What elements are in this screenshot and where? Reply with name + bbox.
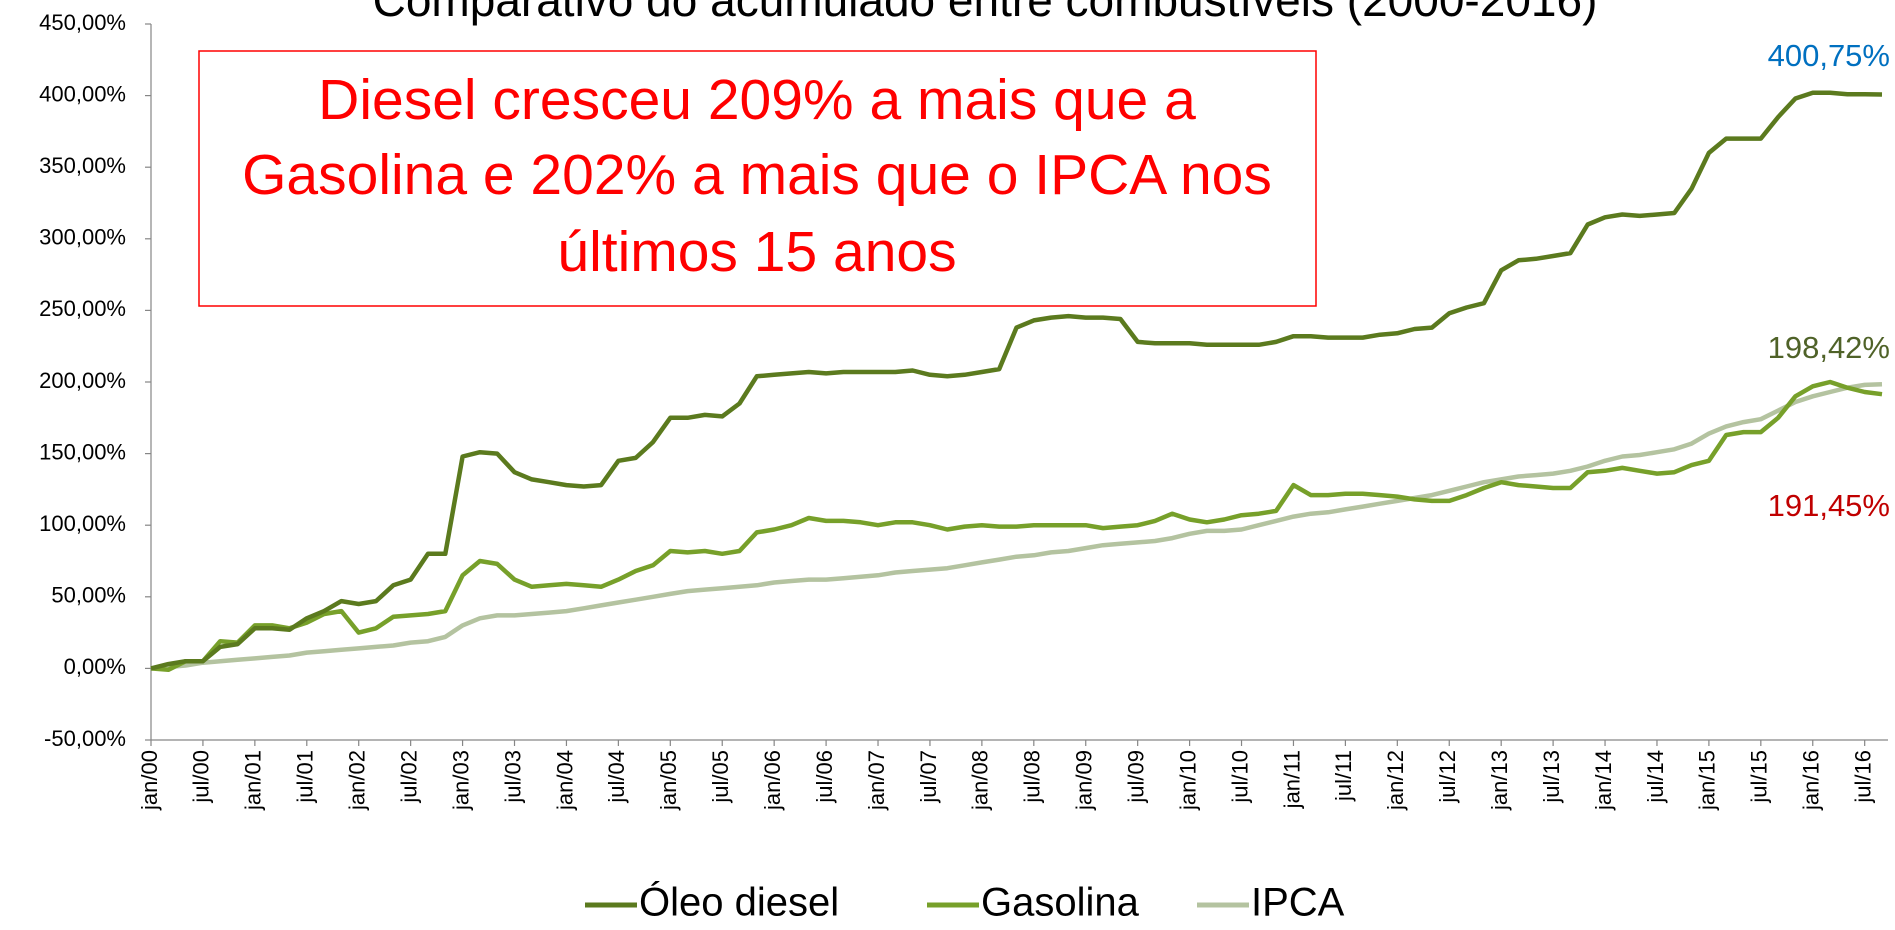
x-tick-label: jul/15 <box>1747 750 1772 804</box>
x-tick-label: jan/00 <box>137 750 162 811</box>
x-tick-label: jul/12 <box>1435 750 1460 804</box>
y-tick-label: 0,00% <box>64 654 126 679</box>
x-tick-label: jul/03 <box>500 750 525 804</box>
y-tick-label: 350,00% <box>39 153 126 178</box>
x-tick-label: jan/13 <box>1487 750 1512 811</box>
annotation-line: Gasolina e 202% a mais que o IPCA nos <box>242 143 1272 207</box>
x-tick-label: jul/11 <box>1331 750 1356 802</box>
x-tick-label: jan/01 <box>241 750 266 811</box>
x-tick-label: jan/02 <box>345 750 370 811</box>
y-tick-label: 450,00% <box>39 10 126 35</box>
y-tick-label: 200,00% <box>39 368 126 393</box>
x-tick-label: jul/01 <box>293 750 318 804</box>
x-tick-label: jan/12 <box>1383 750 1408 811</box>
x-tick-label: jan/10 <box>1175 750 1200 811</box>
x-tick-label: jan/11 <box>1279 750 1304 809</box>
x-tick-label: jul/07 <box>916 750 941 804</box>
x-tick-label: jul/13 <box>1539 750 1564 804</box>
y-tick-label: -50,00% <box>44 726 126 751</box>
x-tick-label: jan/09 <box>1072 750 1097 811</box>
x-tick-label: jan/03 <box>448 750 473 811</box>
x-tick-label: jan/16 <box>1799 750 1824 811</box>
x-tick-label: jan/04 <box>552 750 577 811</box>
y-tick-label: 100,00% <box>39 511 126 536</box>
x-tick-label: jan/08 <box>968 750 993 811</box>
x-tick-label: jul/05 <box>708 750 733 804</box>
series-line <box>150 382 1883 671</box>
x-tick-label: jan/07 <box>864 750 889 811</box>
end-label: 198,42% <box>1768 330 1890 365</box>
x-tick-label: jan/15 <box>1695 750 1720 811</box>
legend-label: IPCA <box>1251 881 1345 925</box>
annotation-line: últimos 15 anos <box>557 220 956 284</box>
x-tick-label: jan/14 <box>1591 750 1616 811</box>
y-tick-label: 300,00% <box>39 225 126 250</box>
end-label: 191,45% <box>1768 488 1890 523</box>
annotation-box <box>198 50 1317 307</box>
y-tick-label: 50,00% <box>51 583 126 608</box>
x-tick-label: jul/08 <box>1020 750 1045 804</box>
y-tick-label: 150,00% <box>39 439 126 464</box>
x-tick-label: jul/02 <box>396 750 421 804</box>
x-tick-label: jul/10 <box>1227 750 1252 804</box>
x-tick-label: jan/06 <box>760 750 785 811</box>
y-tick-label: 250,00% <box>39 296 126 321</box>
x-tick-label: jul/00 <box>189 750 214 804</box>
y-tick-label: 400,00% <box>39 81 126 106</box>
series-line <box>150 90 1883 671</box>
legend-label: Gasolina <box>981 881 1140 925</box>
x-tick-label: jul/16 <box>1851 750 1876 804</box>
x-tick-label: jul/04 <box>604 750 629 804</box>
x-tick-label: jul/14 <box>1643 750 1668 804</box>
x-tick-label: jan/05 <box>656 750 681 811</box>
end-label: 400,75% <box>1768 38 1890 73</box>
chart-title: Comparativo do acumulado entre combustív… <box>373 0 1598 26</box>
series-line <box>150 379 1883 673</box>
legend-label: Óleo diesel <box>639 880 839 925</box>
x-tick-label: jul/09 <box>1123 750 1148 804</box>
annotation-line: Diesel cresceu 209% a mais que a <box>318 68 1196 132</box>
x-tick-label: jul/06 <box>812 750 837 804</box>
